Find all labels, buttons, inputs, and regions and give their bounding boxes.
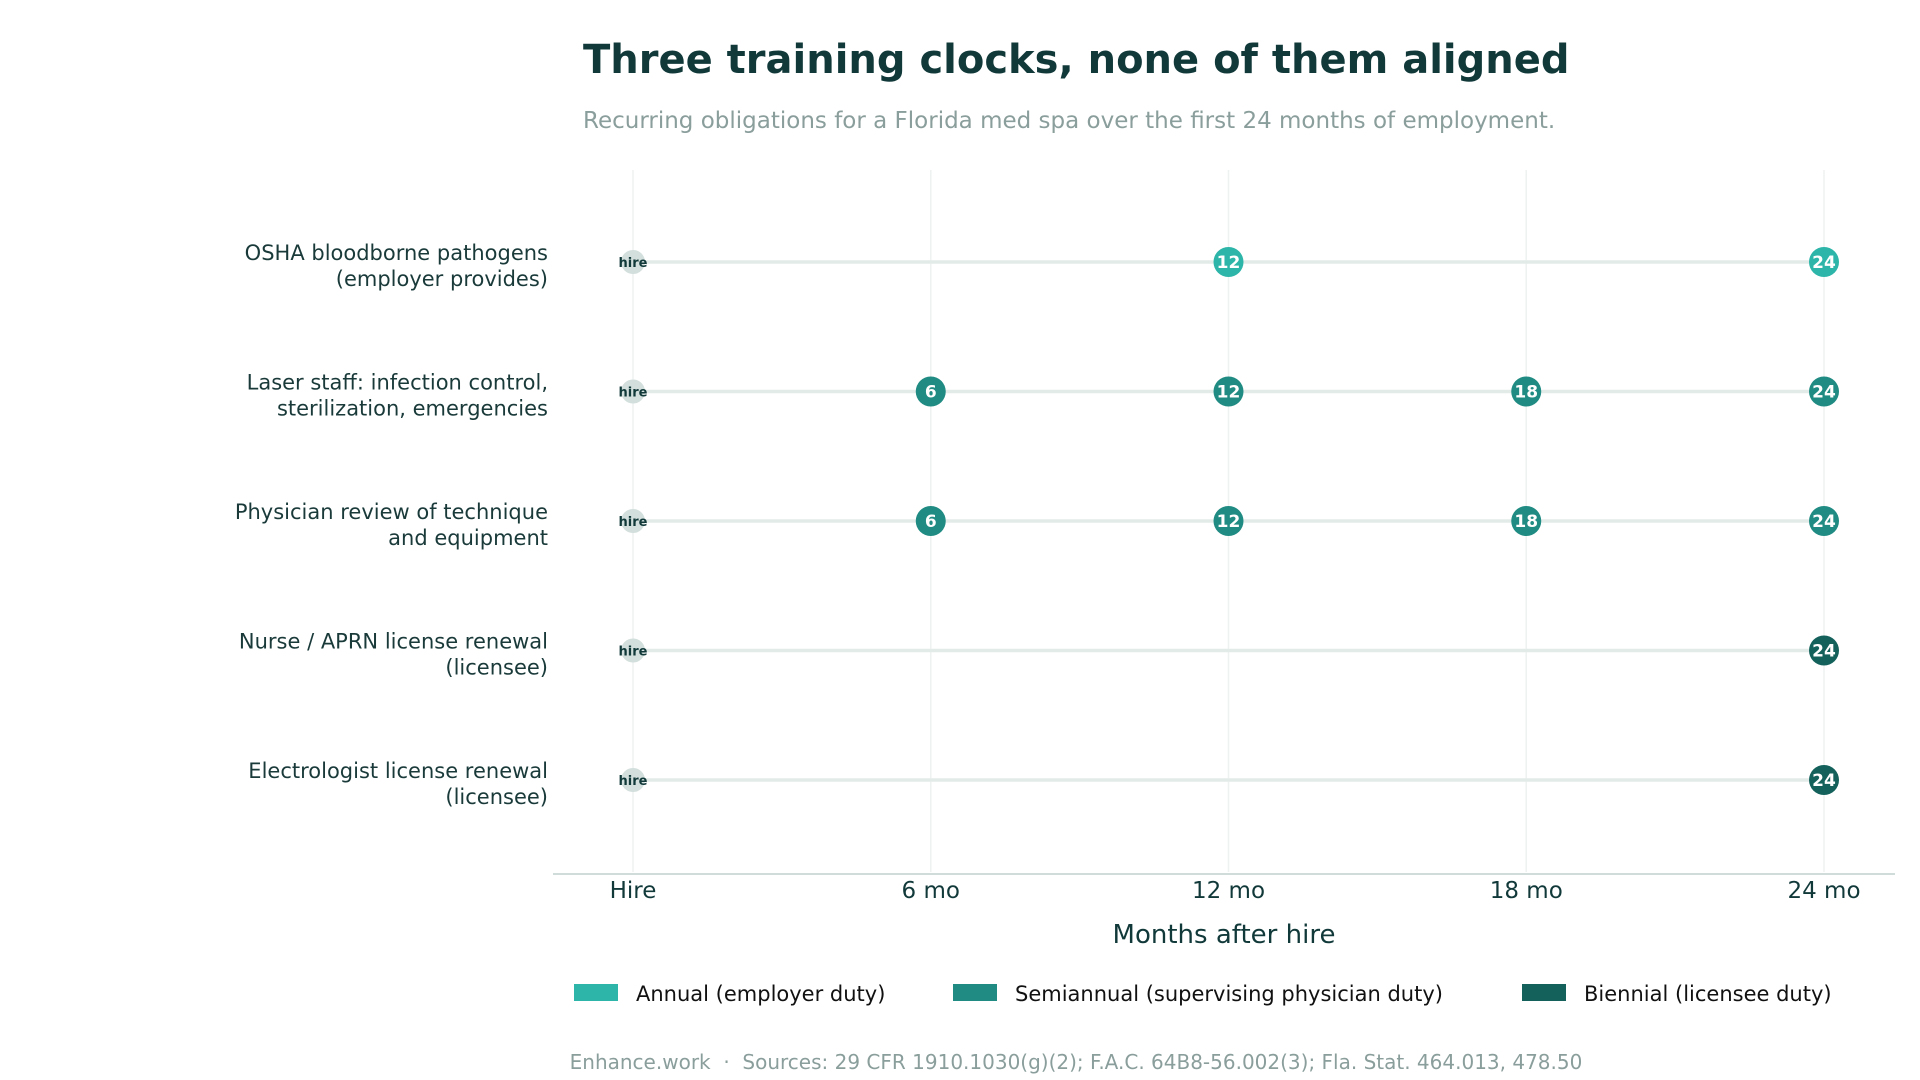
- x-tick-label-2: 12 mo: [1192, 878, 1265, 904]
- obligation-point-label: 24: [1812, 253, 1836, 273]
- obligation-point: [1213, 376, 1244, 407]
- row-label-line: (employer provides): [336, 267, 548, 291]
- obligation-point-label: 12: [1217, 253, 1241, 273]
- hire-marker-label: hire: [619, 386, 648, 401]
- x-tick-label-1: 6 mo: [902, 878, 960, 904]
- obligation-point-label: 6: [925, 512, 937, 532]
- row-label-1: Laser staff: infection control, steriliza…: [247, 371, 548, 421]
- obligation-point: [1809, 376, 1839, 407]
- obligation-point-label: 24: [1812, 512, 1836, 532]
- legend-label-part: (supervising physician duty): [1139, 982, 1443, 1006]
- legend-label-part: Biennial: [1584, 982, 1668, 1006]
- row-label-line: Physician review of technique: [235, 500, 548, 524]
- hire-marker: [621, 638, 645, 663]
- obligation-point-label: 6: [925, 383, 937, 403]
- obligation-point-label: 18: [1514, 512, 1538, 532]
- obligation-point: [1213, 247, 1244, 277]
- obligation-point: [1511, 376, 1542, 407]
- legend: Annual (employer duty) Semiannual (superv…: [574, 982, 1832, 1006]
- rows: OSHA bloodborne pathogens (employer provi…: [235, 241, 1839, 809]
- legend-label-1: Semiannual (supervising physician duty): [1015, 982, 1443, 1006]
- hire-marker: [621, 250, 645, 274]
- hire-marker-label: hire: [619, 256, 648, 271]
- x-ticks: Hire 6 mo 12 mo 18 mo 24 mo: [610, 878, 1861, 904]
- x-tick-label-0: Hire: [610, 878, 657, 904]
- x-tick-label-3: 18 mo: [1490, 878, 1563, 904]
- legend-label-part: Annual: [636, 982, 709, 1006]
- chart-title: Three training clocks, none of them alig…: [583, 37, 1570, 83]
- obligation-point-label: 18: [1514, 383, 1538, 403]
- obligation-point: [915, 506, 946, 536]
- chart-subtitle: Recurring obligations for a Florida med …: [583, 108, 1555, 134]
- hire-marker: [621, 768, 645, 792]
- row-label-3: Nurse / APRN license renewal (licensee): [239, 630, 548, 680]
- obligation-point: [1809, 247, 1839, 277]
- legend-swatch-2: [1522, 984, 1566, 1001]
- legend-label-part: (licensee duty): [1668, 982, 1831, 1006]
- hire-marker: [621, 509, 645, 533]
- obligation-point-label: 12: [1217, 383, 1241, 403]
- legend-label-0: Annual (employer duty): [636, 982, 885, 1006]
- obligation-point-label: 24: [1812, 383, 1836, 403]
- obligation-point: [1809, 635, 1839, 666]
- x-tick-label-4: 24 mo: [1787, 878, 1860, 904]
- row-0: OSHA bloodborne pathogens (employer provi…: [245, 241, 1839, 291]
- hire-marker: [621, 379, 645, 404]
- row-label-line: (licensee): [445, 656, 548, 680]
- obligation-point: [1213, 506, 1244, 536]
- obligation-point-label: 12: [1217, 512, 1241, 532]
- row-label-2: Physician review of technique and equipme…: [235, 500, 548, 550]
- hire-marker-label: hire: [619, 515, 648, 530]
- obligation-point: [1809, 765, 1839, 795]
- obligation-point: [1809, 506, 1839, 536]
- x-axis-title: Months after hire: [1113, 920, 1336, 950]
- row-label-line: Electrologist license renewal: [248, 759, 548, 783]
- obligation-point: [1511, 506, 1542, 536]
- obligation-point: [915, 376, 946, 407]
- row-label-line: Nurse / APRN license renewal: [239, 630, 548, 654]
- row-label-line: and equipment: [388, 526, 548, 550]
- source-note: Enhance.work · Sources: 29 CFR 1910.1030…: [570, 1050, 1583, 1074]
- legend-swatch-0: [574, 984, 618, 1001]
- row-label-4: Electrologist license renewal (licensee): [248, 759, 548, 809]
- row-4: Electrologist license renewal (licensee) h…: [248, 759, 1839, 809]
- row-1: Laser staff: infection control, steriliza…: [247, 371, 1839, 421]
- row-2: Physician review of technique and equipme…: [235, 500, 1839, 550]
- hire-marker-label: hire: [619, 774, 648, 789]
- legend-swatch-1: [953, 984, 997, 1001]
- hire-marker-label: hire: [619, 645, 648, 660]
- row-label-line: sterilization, emergencies: [277, 397, 548, 421]
- row-label-line: OSHA bloodborne pathogens: [245, 241, 548, 265]
- row-label-line: Laser staff: infection control,: [247, 371, 548, 395]
- obligation-point-label: 24: [1812, 642, 1836, 662]
- legend-label-part: Semiannual: [1015, 982, 1139, 1006]
- legend-label-part: (employer duty): [709, 982, 885, 1006]
- legend-label-2: Biennial (licensee duty): [1584, 982, 1832, 1006]
- row-label-line: (licensee): [445, 785, 548, 809]
- obligation-point-label: 24: [1812, 771, 1836, 791]
- row-label-0: OSHA bloodborne pathogens (employer provi…: [245, 241, 548, 291]
- row-3: Nurse / APRN license renewal (licensee) hi…: [239, 630, 1839, 680]
